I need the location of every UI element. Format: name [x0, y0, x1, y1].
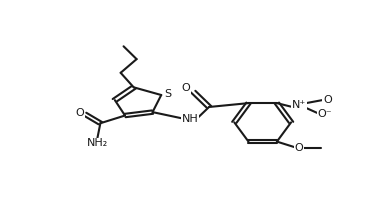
Text: N⁺: N⁺	[292, 100, 306, 110]
Text: NH₂: NH₂	[87, 138, 108, 148]
Text: S: S	[164, 89, 171, 99]
Text: O: O	[181, 83, 190, 93]
Text: O⁻: O⁻	[318, 109, 332, 119]
Text: O: O	[76, 109, 84, 119]
Text: NH: NH	[182, 114, 199, 124]
Text: O: O	[323, 95, 332, 105]
Text: O: O	[295, 143, 303, 153]
